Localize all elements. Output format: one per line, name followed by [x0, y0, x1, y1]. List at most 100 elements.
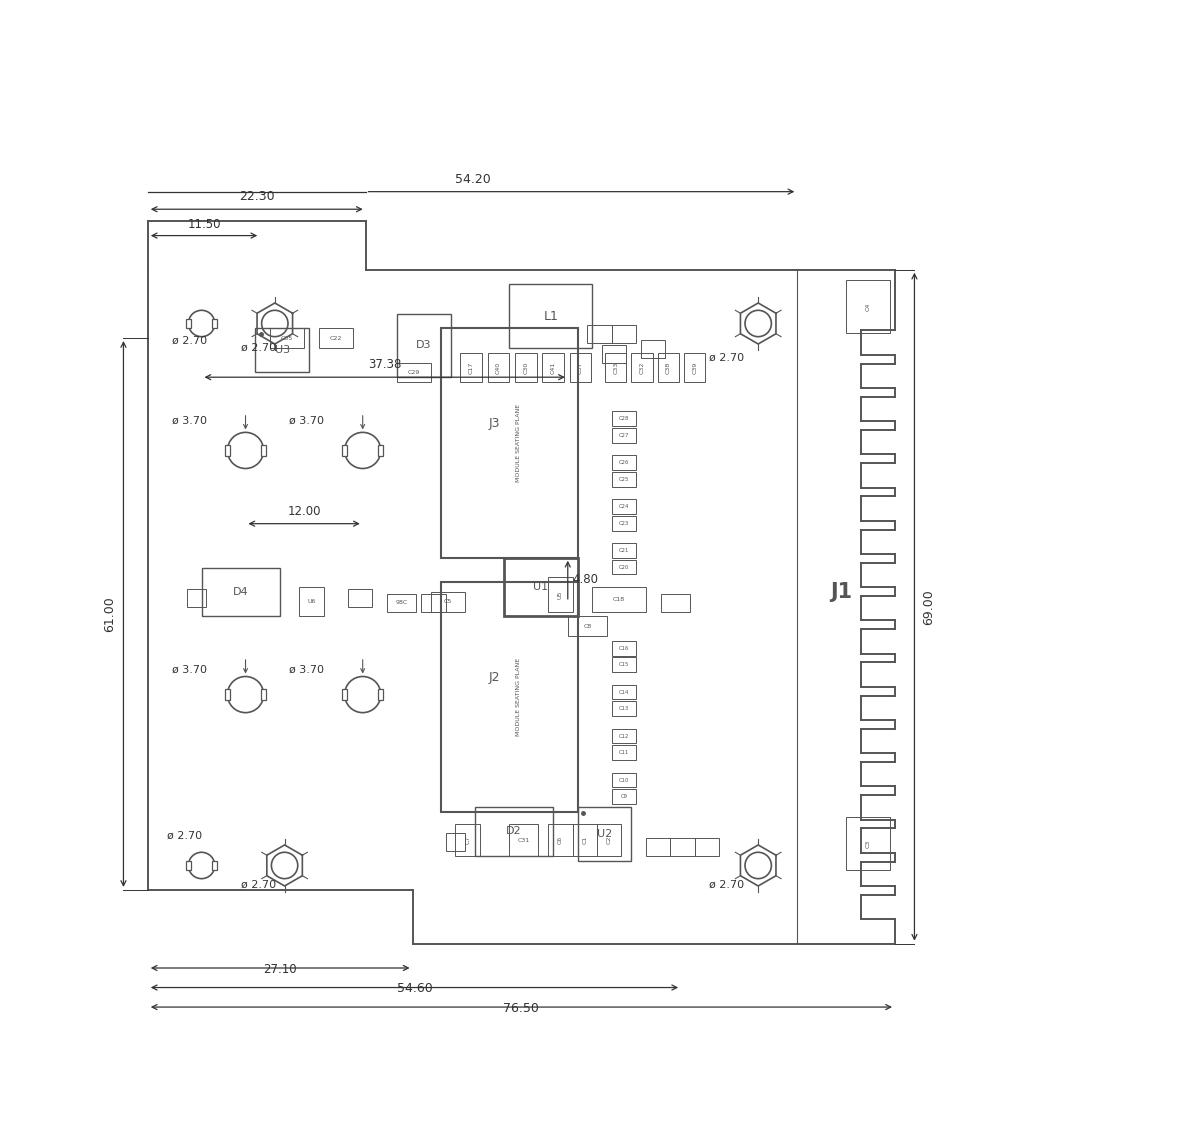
Text: C28: C28	[619, 416, 630, 421]
Text: C15: C15	[619, 663, 630, 667]
Bar	[476, 807, 553, 856]
Bar	[441, 328, 578, 558]
Text: 12.00: 12.00	[287, 505, 321, 518]
Bar	[516, 353, 537, 382]
Text: C9: C9	[620, 794, 627, 799]
Bar	[343, 690, 347, 700]
Bar	[460, 353, 481, 382]
Bar	[694, 838, 719, 856]
Text: C41: C41	[551, 361, 556, 374]
Text: D4: D4	[233, 587, 248, 597]
Bar	[186, 318, 191, 328]
Bar	[261, 690, 266, 700]
Bar	[570, 353, 591, 382]
Bar	[378, 446, 384, 456]
Bar	[397, 362, 431, 382]
Text: C11: C11	[619, 750, 630, 755]
Bar	[387, 594, 417, 612]
Bar	[612, 500, 636, 514]
Bar	[684, 353, 705, 382]
Bar	[225, 690, 231, 700]
Bar	[612, 516, 636, 531]
Bar	[612, 428, 636, 442]
Bar	[605, 353, 626, 382]
Text: C24: C24	[619, 504, 630, 510]
Bar	[846, 817, 890, 871]
Bar	[587, 325, 612, 343]
Bar	[612, 641, 636, 656]
Bar	[592, 587, 646, 612]
Text: ø 2.70: ø 2.70	[710, 880, 745, 890]
Text: C30: C30	[524, 361, 528, 374]
Bar	[487, 353, 510, 382]
Text: C7: C7	[465, 836, 470, 844]
Bar	[612, 412, 636, 426]
Text: C37: C37	[578, 361, 583, 374]
Bar	[660, 594, 690, 612]
Bar	[510, 285, 592, 348]
Text: C10: C10	[619, 777, 630, 783]
Text: ø 2.70: ø 2.70	[240, 343, 275, 353]
Bar	[270, 328, 304, 348]
Text: 61.00: 61.00	[102, 596, 115, 632]
Text: C25: C25	[619, 477, 630, 482]
Bar	[225, 446, 231, 456]
Text: D3: D3	[415, 341, 432, 351]
Text: C6: C6	[558, 836, 563, 844]
Bar	[612, 729, 636, 744]
Bar	[612, 456, 636, 470]
Bar	[212, 318, 218, 328]
Text: C32: C32	[639, 361, 645, 374]
Text: C3: C3	[865, 839, 871, 847]
Text: C31: C31	[518, 838, 530, 843]
Bar	[548, 577, 573, 612]
Text: ø 3.70: ø 3.70	[290, 665, 325, 675]
Text: 27.10: 27.10	[264, 963, 297, 975]
Text: ø 2.70: ø 2.70	[172, 336, 207, 346]
Bar	[348, 590, 372, 606]
Text: C13: C13	[619, 706, 629, 711]
Text: 37.38: 37.38	[368, 359, 401, 371]
Text: C40: C40	[496, 361, 501, 374]
Bar	[397, 314, 451, 377]
Bar	[597, 825, 621, 856]
Text: C17: C17	[468, 361, 473, 374]
Text: U3: U3	[274, 345, 290, 356]
Text: C4: C4	[865, 303, 871, 310]
Bar	[612, 773, 636, 788]
Bar	[255, 328, 310, 372]
Bar	[601, 345, 626, 362]
Text: ø 2.70: ø 2.70	[167, 831, 202, 842]
Bar	[187, 590, 206, 606]
Bar	[378, 690, 384, 700]
Bar	[201, 568, 280, 616]
Bar	[455, 825, 480, 856]
Text: D2: D2	[506, 826, 521, 836]
Text: MODULE SEATING PLANE: MODULE SEATING PLANE	[517, 404, 521, 483]
Bar	[261, 446, 266, 456]
Bar	[612, 325, 636, 343]
Bar	[641, 340, 665, 358]
Text: C8: C8	[583, 623, 591, 629]
Text: C14: C14	[619, 690, 630, 694]
Bar	[612, 657, 636, 672]
Text: C26: C26	[619, 460, 630, 465]
Text: 69.00: 69.00	[923, 588, 936, 624]
Text: C23: C23	[619, 521, 629, 525]
Bar	[186, 861, 191, 871]
Text: ø 2.70: ø 2.70	[710, 352, 745, 362]
Bar	[612, 790, 636, 804]
Bar	[510, 825, 539, 856]
Bar	[548, 825, 573, 856]
Text: ø 3.70: ø 3.70	[172, 665, 207, 675]
Text: C35: C35	[281, 335, 293, 341]
Text: C33: C33	[613, 361, 618, 374]
Text: J1: J1	[830, 582, 852, 602]
Bar	[573, 825, 597, 856]
Text: ø 3.70: ø 3.70	[172, 416, 207, 426]
Text: 54.60: 54.60	[397, 982, 432, 996]
Text: MODULE SEATING PLANE: MODULE SEATING PLANE	[517, 658, 521, 736]
Text: C21: C21	[619, 548, 630, 554]
Text: U5: U5	[558, 591, 563, 598]
Bar	[212, 861, 218, 871]
